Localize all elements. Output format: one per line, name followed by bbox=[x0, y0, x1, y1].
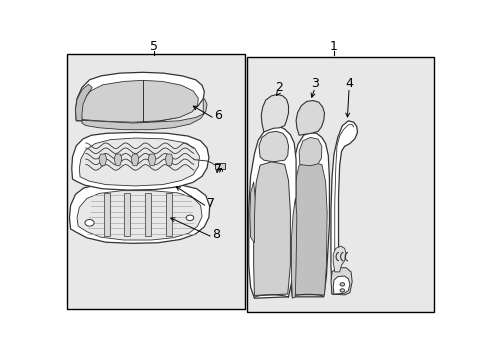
Polygon shape bbox=[248, 126, 296, 298]
Polygon shape bbox=[291, 198, 296, 298]
Circle shape bbox=[339, 289, 344, 292]
Text: 4: 4 bbox=[345, 77, 352, 90]
Polygon shape bbox=[77, 191, 202, 240]
Circle shape bbox=[85, 220, 94, 226]
Polygon shape bbox=[72, 132, 208, 190]
Text: 3: 3 bbox=[310, 77, 318, 90]
Text: 5: 5 bbox=[150, 40, 158, 53]
Polygon shape bbox=[249, 182, 255, 243]
Bar bbox=[214, 163, 225, 169]
Text: 6: 6 bbox=[214, 109, 222, 122]
Polygon shape bbox=[330, 121, 357, 294]
Polygon shape bbox=[131, 154, 139, 166]
Text: 1: 1 bbox=[329, 40, 337, 53]
Polygon shape bbox=[290, 132, 329, 297]
Polygon shape bbox=[148, 154, 156, 166]
Polygon shape bbox=[332, 276, 349, 294]
Polygon shape bbox=[253, 162, 290, 296]
Text: 7: 7 bbox=[206, 198, 214, 211]
Polygon shape bbox=[259, 131, 288, 162]
Polygon shape bbox=[82, 99, 206, 130]
Polygon shape bbox=[81, 80, 198, 122]
Polygon shape bbox=[296, 100, 324, 135]
Polygon shape bbox=[299, 138, 321, 166]
Text: 8: 8 bbox=[212, 228, 220, 241]
Polygon shape bbox=[114, 154, 122, 166]
Polygon shape bbox=[75, 84, 92, 121]
Polygon shape bbox=[75, 72, 204, 123]
Circle shape bbox=[339, 283, 344, 286]
Bar bbox=[246, 57, 433, 312]
Bar bbox=[67, 54, 244, 309]
Polygon shape bbox=[124, 193, 130, 236]
Polygon shape bbox=[165, 154, 173, 166]
Polygon shape bbox=[79, 138, 199, 186]
Text: 7: 7 bbox=[214, 163, 222, 176]
Polygon shape bbox=[332, 246, 346, 272]
Circle shape bbox=[186, 215, 193, 221]
Polygon shape bbox=[261, 94, 288, 132]
Polygon shape bbox=[69, 183, 209, 243]
Polygon shape bbox=[166, 193, 172, 236]
Polygon shape bbox=[330, 268, 351, 295]
Polygon shape bbox=[99, 154, 106, 166]
Polygon shape bbox=[145, 193, 151, 236]
Polygon shape bbox=[103, 193, 109, 236]
Text: 2: 2 bbox=[275, 81, 283, 94]
Polygon shape bbox=[293, 162, 326, 295]
